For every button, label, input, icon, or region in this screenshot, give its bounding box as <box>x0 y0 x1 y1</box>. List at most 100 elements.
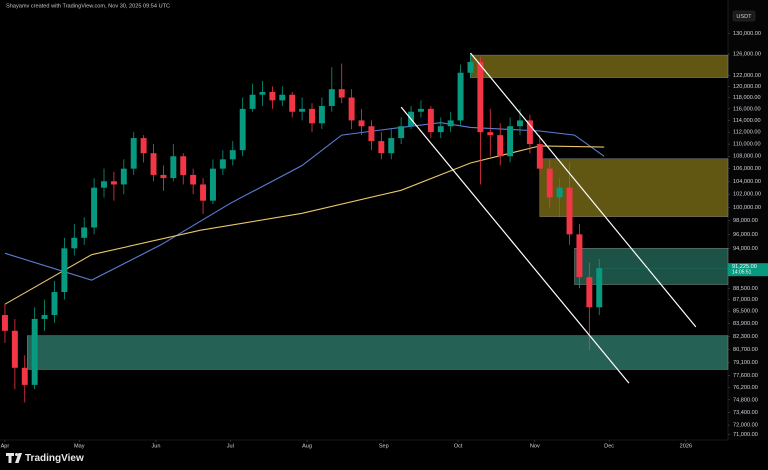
logo <box>6 453 22 463</box>
candle-body <box>447 120 454 127</box>
candle-body <box>388 138 395 154</box>
candle-body <box>427 108 434 133</box>
candle-body <box>556 187 563 198</box>
last-price-label: 91,225.00 <box>732 264 757 270</box>
x-tick-label: May <box>74 443 85 449</box>
trendline <box>400 106 630 384</box>
x-tick-label: 2026 <box>680 443 692 449</box>
y-tick-label: 102,000.00 <box>733 192 761 198</box>
currency-button[interactable] <box>732 10 756 22</box>
logo-icon <box>6 453 22 463</box>
candle-body <box>130 138 137 169</box>
y-tick-label: 126,000.00 <box>733 52 761 58</box>
candle-body <box>348 97 355 121</box>
candle-body <box>328 89 335 107</box>
candle-body <box>239 108 246 151</box>
candle-body <box>51 292 58 316</box>
candle-body <box>378 141 385 154</box>
candle-body <box>457 72 464 121</box>
candle-body <box>279 94 286 101</box>
header-text: Shayamv created with TradingView.com, No… <box>6 3 170 9</box>
x-tick-label: Jun <box>151 443 160 449</box>
zone <box>27 335 729 370</box>
candle-body <box>249 94 256 109</box>
candle-body <box>576 234 583 278</box>
y-tick-label: 80,700.00 <box>733 347 758 353</box>
x-tick-label: Jul <box>227 443 234 449</box>
y-tick-label: 73,400.00 <box>733 410 758 416</box>
plot-area <box>1 52 729 403</box>
candle-body <box>289 94 296 112</box>
candle-body <box>318 106 325 124</box>
candle-body <box>269 91 276 101</box>
candle-body <box>209 168 216 201</box>
candle-body <box>120 168 127 185</box>
candle-body <box>487 132 494 136</box>
y-tick-label: 106,000.00 <box>733 166 761 172</box>
candle-body <box>566 187 573 235</box>
candle-body <box>31 318 38 385</box>
candle-body <box>180 156 187 175</box>
candle-body <box>546 168 553 198</box>
candle-body <box>11 330 18 368</box>
y-tick-label: 120,000.00 <box>733 84 761 90</box>
y-tick-label: 96,000.00 <box>733 232 758 238</box>
candle-body <box>299 108 306 112</box>
y-tick-label: 122,000.00 <box>733 73 761 79</box>
candle-body <box>219 159 226 169</box>
currency-label[interactable]: USDT <box>736 14 752 20</box>
y-tick-label: 112,000.00 <box>733 130 761 136</box>
candle-body <box>338 89 345 98</box>
y-tick-label: 76,200.00 <box>733 385 758 391</box>
x-tick-label: Sep <box>379 443 389 449</box>
candle-body <box>586 277 593 308</box>
y-tick-label: 72,000.00 <box>733 423 758 429</box>
candle-body <box>21 367 28 385</box>
y-tick-label: 110,000.00 <box>733 142 761 148</box>
candle-body <box>437 126 444 133</box>
y-tick-label: 82,300.00 <box>733 334 758 340</box>
y-tick-label: 79,100.00 <box>733 360 758 366</box>
x-tick-label: Dec <box>604 443 614 449</box>
candle-body <box>41 315 48 319</box>
candle-body <box>101 181 107 188</box>
candle-body <box>1 315 8 331</box>
candle-body <box>61 248 68 293</box>
trendline <box>470 52 697 328</box>
x-tick-label: Apr <box>1 443 10 449</box>
last-price-box <box>728 263 768 277</box>
moving-average <box>4 145 605 305</box>
x-tick-label: Nov <box>530 443 540 449</box>
candle-body <box>507 126 514 157</box>
logo-dot <box>15 453 18 456</box>
x-tick-label: Aug <box>302 443 312 449</box>
candle-body <box>81 227 88 238</box>
candle-body <box>536 144 543 169</box>
candle-body <box>398 126 405 139</box>
candle-body <box>71 237 78 249</box>
footer-brand: TradingView <box>25 453 84 464</box>
candle-body <box>259 91 266 95</box>
y-tick-label: 85,500.00 <box>733 309 758 315</box>
y-tick-label: 130,000.00 <box>733 31 761 37</box>
y-tick-label: 104,000.00 <box>733 179 761 185</box>
y-tick-label: 98,000.00 <box>733 218 758 224</box>
candle-body <box>309 108 315 124</box>
candle-body <box>170 156 177 179</box>
candle-body <box>150 153 157 175</box>
zone <box>470 54 729 78</box>
y-tick-label: 77,600.00 <box>733 373 758 379</box>
y-tick-label: 116,000.00 <box>733 106 761 112</box>
candle-body <box>417 108 424 112</box>
y-tick-label: 100,000.00 <box>733 205 761 211</box>
candle-body <box>91 187 98 228</box>
y-tick-label: 83,900.00 <box>733 321 758 327</box>
y-tick-label: 108,000.00 <box>733 154 761 160</box>
candle-body <box>110 181 117 185</box>
y-tick-label: 94,000.00 <box>733 246 758 252</box>
x-tick-label: Oct <box>454 443 463 449</box>
candle-body <box>467 61 474 73</box>
candle-body <box>140 138 147 154</box>
